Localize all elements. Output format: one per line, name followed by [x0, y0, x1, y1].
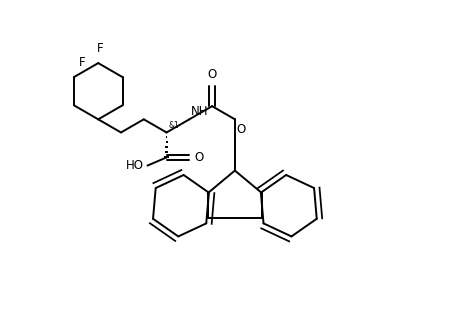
Text: O: O	[236, 123, 245, 136]
Text: NH: NH	[191, 105, 208, 118]
Text: O: O	[207, 68, 216, 81]
Text: F: F	[97, 42, 104, 55]
Text: F: F	[79, 56, 85, 69]
Text: &1: &1	[168, 121, 179, 130]
Text: HO: HO	[125, 159, 144, 172]
Text: O: O	[194, 151, 203, 164]
